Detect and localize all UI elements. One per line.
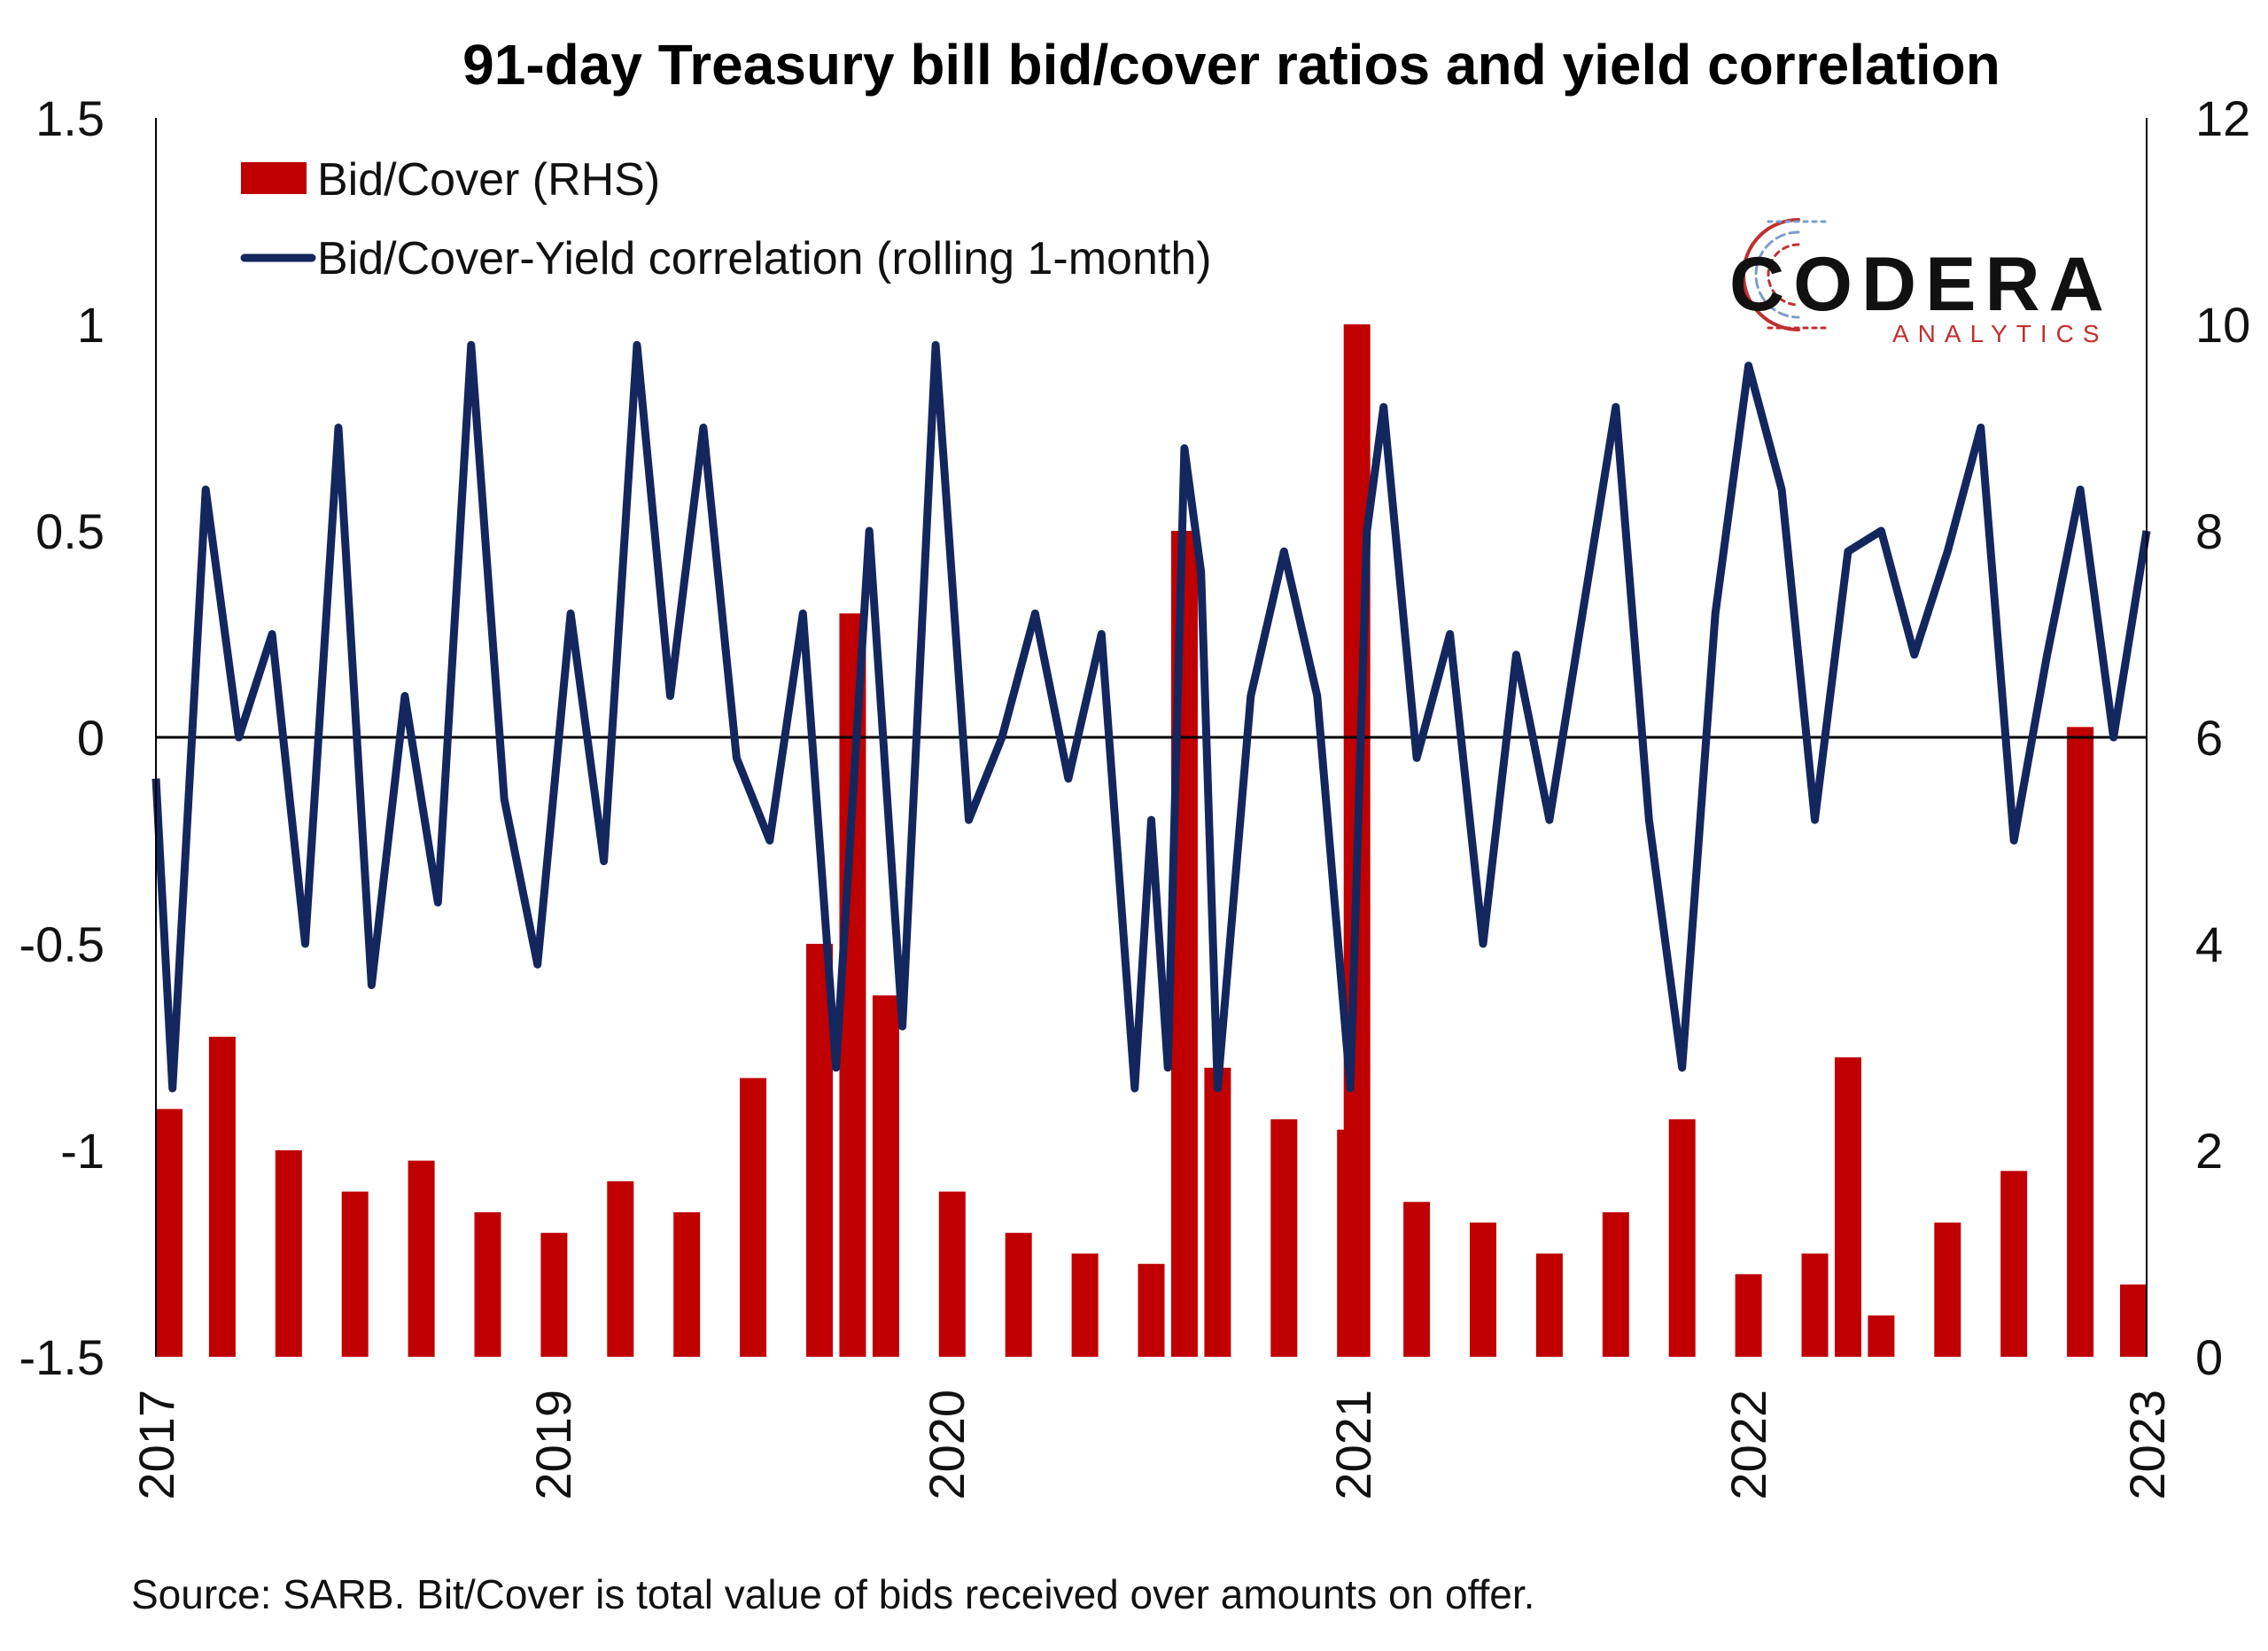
bid-cover-bar <box>540 1233 568 1357</box>
x-tick-label: 2020 <box>919 1390 975 1500</box>
bid-cover-bar <box>1138 1264 1165 1357</box>
bid-cover-bar <box>1934 1222 1961 1357</box>
bid-cover-bar <box>1602 1211 1629 1357</box>
bid-cover-bars <box>156 324 2147 1357</box>
x-tick-label: 2021 <box>1325 1390 1381 1500</box>
legend-line-label: Bid/Cover-Yield correlation (rolling 1-m… <box>317 233 1212 284</box>
legend-bar-swatch <box>241 162 307 194</box>
bid-cover-bar <box>1005 1233 1032 1357</box>
bid-cover-bar <box>607 1180 634 1357</box>
legend-bar-label: Bid/Cover (RHS) <box>317 154 660 206</box>
x-tick-label: 2017 <box>128 1390 184 1500</box>
logo-name: CODERA <box>1729 242 2113 327</box>
legend: Bid/Cover (RHS) Bid/Cover-Yield correlat… <box>240 154 1212 284</box>
left-tick-label: 0 <box>77 710 105 766</box>
bid-cover-bar <box>1403 1202 1431 1357</box>
bid-cover-bar <box>1834 1057 1861 1357</box>
bid-cover-bar <box>2000 1171 2028 1357</box>
bid-cover-bar <box>1071 1253 1099 1357</box>
bid-cover-bar <box>208 1036 236 1357</box>
right-tick-label: 2 <box>2195 1123 2223 1179</box>
right-axis-ticks: 12 10 8 6 4 2 0 <box>2195 90 2250 1385</box>
left-axis-ticks: 1.5 1 0.5 0 -0.5 -1 -1.5 <box>19 90 105 1385</box>
bid-cover-bar <box>1204 1067 1231 1357</box>
bid-cover-bar <box>1801 1253 1829 1357</box>
right-tick-label: 6 <box>2195 710 2223 766</box>
right-tick-label: 0 <box>2195 1329 2223 1385</box>
bid-cover-bar <box>1735 1273 1762 1357</box>
codera-logo: CODERA ANALYTICS <box>1729 218 2113 347</box>
logo-circle-mark <box>1742 218 1827 331</box>
right-tick-label: 10 <box>2195 297 2250 353</box>
bid-cover-bar <box>872 995 899 1357</box>
x-tick-label: 2023 <box>2119 1390 2175 1500</box>
left-tick-label: -1 <box>60 1123 105 1179</box>
bid-cover-bar <box>156 1109 183 1357</box>
bid-cover-bar <box>673 1211 701 1357</box>
bid-cover-bar <box>938 1191 966 1357</box>
logo-subtitle: ANALYTICS <box>1892 320 2109 347</box>
right-tick-label: 8 <box>2195 503 2223 559</box>
bid-cover-bar <box>408 1160 435 1357</box>
left-tick-label: 1.5 <box>35 90 105 146</box>
bid-cover-bar <box>1270 1119 1298 1357</box>
x-axis-ticks: 2017 2019 2020 2021 2022 2023 <box>128 1390 2175 1500</box>
right-tick-label: 12 <box>2195 90 2250 146</box>
source-note: Source: SARB. Bit/Cover is total value o… <box>131 1571 1534 1617</box>
left-tick-label: 1 <box>77 297 105 353</box>
left-tick-label: -0.5 <box>19 916 105 972</box>
bid-cover-bar <box>1470 1222 1496 1357</box>
chart-title: 91-day Treasury bill bid/cover ratios an… <box>462 33 2000 97</box>
x-tick-label: 2019 <box>525 1390 581 1500</box>
left-tick-label: 0.5 <box>35 503 105 559</box>
bid-cover-bar <box>2120 1284 2147 1357</box>
bid-cover-bar <box>1535 1253 1563 1357</box>
x-tick-label: 2022 <box>1720 1390 1776 1500</box>
bid-cover-bar <box>2067 727 2094 1357</box>
right-tick-label: 4 <box>2195 916 2223 972</box>
bid-cover-bar <box>740 1078 767 1357</box>
bid-cover-bar <box>275 1150 302 1357</box>
left-tick-label: -1.5 <box>19 1329 105 1385</box>
correlation-line <box>151 340 2151 1093</box>
bid-cover-bar <box>1868 1315 1895 1357</box>
bid-cover-bar <box>1668 1119 1696 1357</box>
bid-cover-bar <box>474 1211 501 1357</box>
bid-cover-bar <box>341 1191 369 1357</box>
